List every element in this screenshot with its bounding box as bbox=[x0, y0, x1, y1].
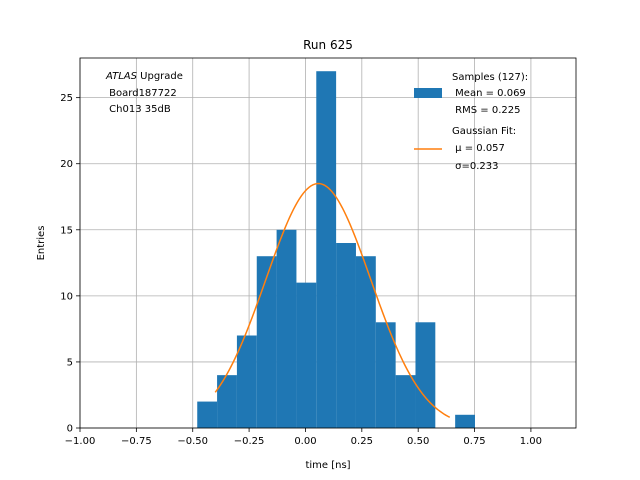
histogram-bars bbox=[197, 71, 475, 428]
annotation-atlas-word: ATLAS bbox=[105, 71, 138, 82]
plot-frame bbox=[79, 57, 577, 429]
legend-samples-mean: Mean = 0.069 bbox=[452, 88, 526, 99]
x-tick-label: −1.00 bbox=[65, 436, 96, 447]
histogram-bar bbox=[256, 256, 277, 428]
histogram-bar bbox=[375, 322, 396, 428]
x-tick-label: −0.50 bbox=[177, 436, 208, 447]
y-tick-label: 15 bbox=[60, 225, 73, 236]
legend-fit-sigma: σ=0.233 bbox=[452, 161, 499, 172]
histogram-bar bbox=[415, 322, 436, 428]
histogram-bar bbox=[355, 256, 376, 428]
histogram-bar bbox=[395, 375, 416, 428]
annotation-board: Board187722 bbox=[106, 88, 177, 99]
legend-samples-title: Samples (127): bbox=[452, 72, 528, 83]
x-tick-label: −0.75 bbox=[121, 436, 152, 447]
gaussian-fit-curve bbox=[214, 182, 451, 418]
y-tick-label: 5 bbox=[67, 357, 73, 368]
annotation-channel: Ch013 35dB bbox=[106, 104, 171, 115]
annotation-upgrade-word: Upgrade bbox=[137, 71, 183, 82]
y-axis-ticks: 0 5 10 15 20 25 bbox=[60, 93, 80, 435]
x-tick-label: 1.00 bbox=[520, 436, 542, 447]
atlas-annotation: ATLAS Upgrade Board187722 Ch013 35dB bbox=[105, 71, 183, 115]
y-tick-label: 25 bbox=[60, 93, 73, 104]
y-axis-label: Entries bbox=[36, 226, 47, 261]
x-tick-label: 0.25 bbox=[351, 436, 373, 447]
annotation-line-1: ATLAS Upgrade bbox=[105, 71, 183, 82]
x-tick-label: 0.00 bbox=[294, 436, 316, 447]
legend: Samples (127): Mean = 0.069 RMS = 0.225 … bbox=[414, 72, 528, 172]
legend-fit-mu: μ = 0.057 bbox=[452, 143, 505, 154]
y-tick-label: 10 bbox=[60, 291, 73, 302]
histogram-bar bbox=[217, 375, 237, 428]
x-axis-label: time [ns] bbox=[305, 460, 350, 471]
x-tick-label: 0.50 bbox=[407, 436, 429, 447]
chart-title: Run 625 bbox=[303, 38, 353, 52]
y-tick-label: 20 bbox=[60, 159, 73, 170]
x-axis-ticks: −1.00 −0.75 −0.50 −0.25 0.00 0.25 0.50 0.75 1.00 bbox=[65, 428, 542, 447]
y-tick-label: 0 bbox=[67, 424, 73, 435]
legend-samples-rms: RMS = 0.225 bbox=[452, 105, 520, 116]
legend-samples-swatch bbox=[414, 88, 442, 98]
plot-area bbox=[79, 57, 577, 429]
histogram-bar bbox=[336, 243, 356, 428]
histogram-bar bbox=[316, 71, 337, 428]
histogram-bar bbox=[197, 401, 218, 428]
histogram-bar bbox=[276, 229, 297, 428]
histogram-bar bbox=[455, 414, 475, 428]
histogram-bar bbox=[296, 282, 317, 428]
x-tick-label: −0.25 bbox=[234, 436, 265, 447]
legend-fit-title: Gaussian Fit: bbox=[452, 126, 516, 137]
histogram-bar bbox=[236, 335, 257, 428]
x-tick-label: 0.75 bbox=[463, 436, 485, 447]
